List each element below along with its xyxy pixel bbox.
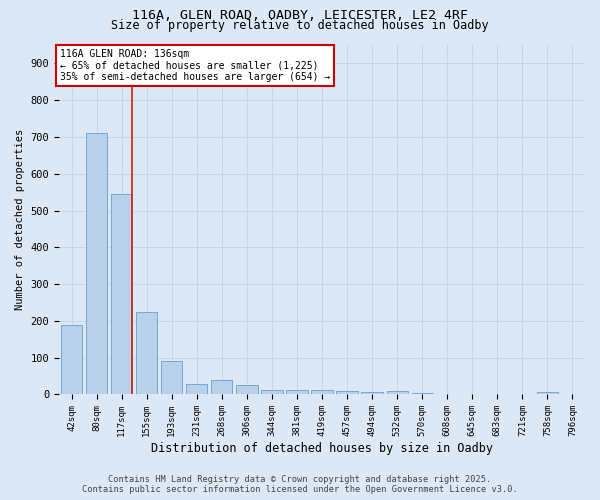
Bar: [236, 386, 257, 394]
Text: 116A GLEN ROAD: 136sqm
← 65% of detached houses are smaller (1,225)
35% of semi-: 116A GLEN ROAD: 136sqm ← 65% of detached…: [60, 48, 331, 82]
Bar: [211, 380, 232, 394]
Text: Size of property relative to detached houses in Oadby: Size of property relative to detached ho…: [111, 19, 489, 32]
Bar: [86, 134, 107, 394]
Bar: [361, 392, 383, 394]
X-axis label: Distribution of detached houses by size in Oadby: Distribution of detached houses by size …: [151, 442, 493, 455]
Bar: [386, 391, 408, 394]
Bar: [537, 392, 558, 394]
Bar: [261, 390, 283, 394]
Text: 116A, GLEN ROAD, OADBY, LEICESTER, LE2 4RF: 116A, GLEN ROAD, OADBY, LEICESTER, LE2 4…: [132, 9, 468, 22]
Bar: [311, 390, 332, 394]
Bar: [412, 392, 433, 394]
Bar: [186, 384, 208, 394]
Bar: [161, 360, 182, 394]
Y-axis label: Number of detached properties: Number of detached properties: [15, 129, 25, 310]
Bar: [286, 390, 308, 394]
Text: Contains HM Land Registry data © Crown copyright and database right 2025.
Contai: Contains HM Land Registry data © Crown c…: [82, 474, 518, 494]
Bar: [136, 312, 157, 394]
Bar: [111, 194, 132, 394]
Bar: [337, 391, 358, 394]
Bar: [61, 324, 82, 394]
